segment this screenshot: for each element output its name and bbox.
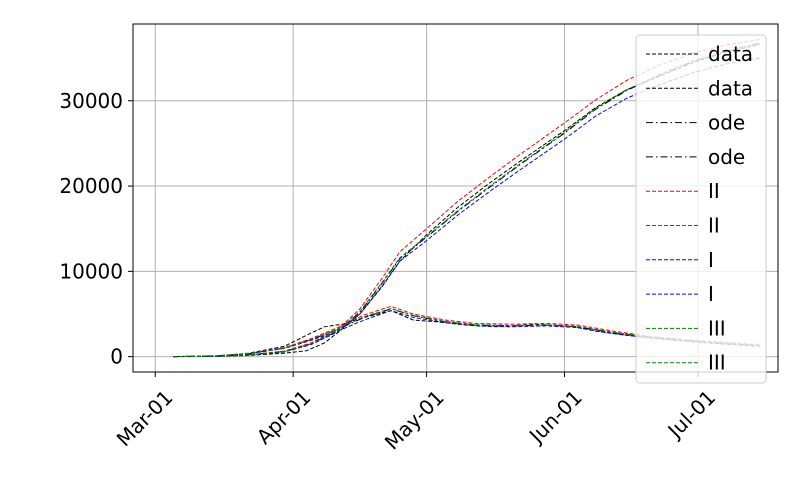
legend-label: I [708, 282, 714, 306]
x-tick-label: May-01 [380, 385, 449, 454]
legend-label: II [708, 179, 720, 203]
legend-label: II [708, 214, 720, 238]
legend-label: III [708, 316, 726, 340]
legend-label: ode [708, 145, 745, 169]
x-tick-label: Apr-01 [252, 385, 316, 449]
y-tick-label: 20000 [59, 174, 123, 198]
legend-label: ode [708, 111, 745, 135]
legend-label: I [708, 248, 714, 272]
y-tick-label: 0 [110, 345, 123, 369]
legend-box [635, 34, 767, 384]
legend-label: data [708, 76, 753, 100]
legend-label: III [708, 351, 726, 375]
legend-label: data [708, 42, 753, 66]
series-line-data-a [172, 310, 761, 358]
x-tick-label: Jun-01 [523, 385, 587, 449]
x-tick-label: Jul-01 [662, 385, 721, 444]
plot-frame [132, 23, 779, 373]
y-tick-label: 30000 [59, 89, 123, 113]
y-tick-label: 10000 [59, 259, 123, 283]
x-tick-label: Mar-01 [112, 385, 178, 451]
